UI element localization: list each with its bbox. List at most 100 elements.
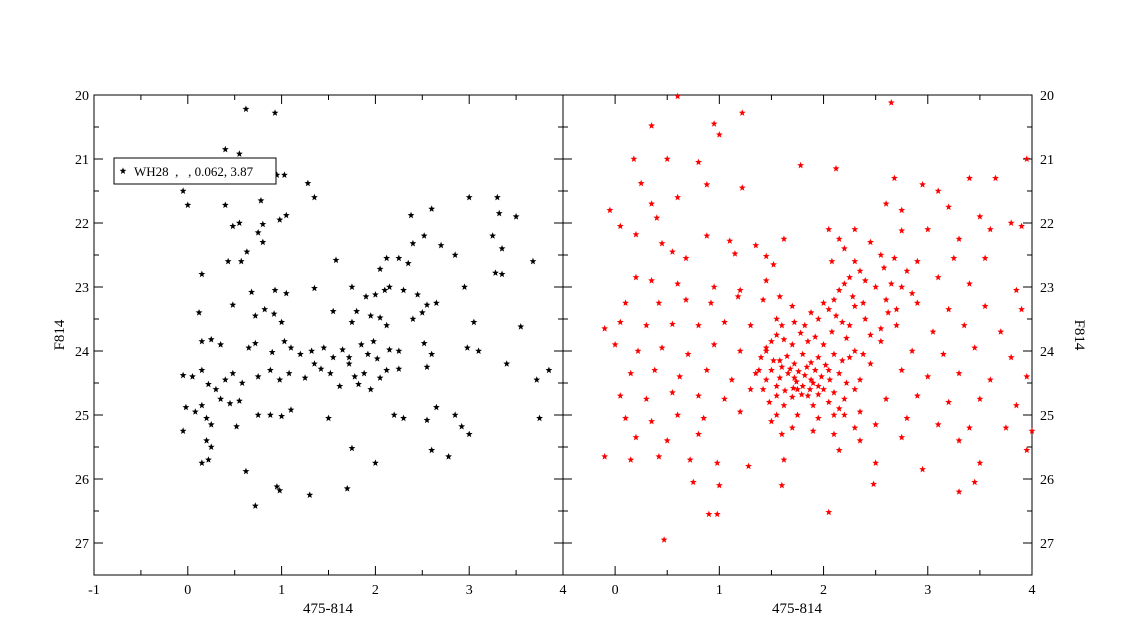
data-point	[870, 480, 877, 488]
data-point	[198, 337, 206, 345]
data-point	[934, 187, 942, 194]
data-point	[198, 459, 206, 466]
data-point	[841, 411, 848, 418]
data-point	[841, 245, 848, 252]
data-point	[934, 273, 942, 281]
data-point	[882, 200, 890, 207]
data-point	[788, 341, 796, 348]
data-point	[248, 288, 255, 296]
data-point	[859, 350, 867, 358]
data-point	[205, 380, 212, 388]
data-point	[332, 256, 340, 264]
data-point	[390, 411, 398, 418]
data-point	[470, 318, 478, 326]
data-point	[806, 385, 814, 393]
data-point	[768, 366, 775, 374]
data-point	[955, 488, 963, 495]
x-tick-label: 2	[820, 583, 827, 598]
data-point	[830, 296, 838, 303]
data-point	[835, 369, 843, 377]
data-point	[179, 427, 187, 434]
data-point	[235, 219, 243, 226]
y-tick-label: 23	[1040, 281, 1054, 296]
data-point	[877, 251, 885, 258]
data-point	[383, 254, 391, 262]
x-tick-label: 1	[278, 583, 285, 598]
data-point	[872, 421, 880, 428]
data-point	[281, 171, 288, 178]
data-point	[536, 414, 543, 422]
data-point	[676, 373, 684, 380]
data-point	[843, 334, 850, 342]
data-point	[278, 318, 285, 326]
left-x-axis-label: 475-814	[303, 601, 353, 617]
data-point	[770, 261, 777, 268]
data-point	[801, 371, 809, 379]
data-point	[669, 320, 676, 328]
data-point	[632, 433, 640, 441]
x-tick-label: 2	[372, 583, 379, 598]
data-point	[418, 309, 426, 316]
data-point	[276, 216, 284, 223]
data-point	[642, 321, 650, 329]
y-tick-label: 24	[1040, 345, 1054, 360]
data-point	[695, 430, 702, 438]
data-point	[271, 109, 279, 116]
data-point	[736, 286, 744, 294]
data-point	[432, 299, 440, 306]
data-point	[731, 250, 739, 257]
data-point	[198, 401, 206, 409]
data-point	[872, 459, 880, 466]
data-point	[703, 181, 711, 188]
data-point	[872, 283, 880, 290]
data-point	[832, 312, 840, 319]
data-point	[517, 323, 525, 330]
data-point	[669, 389, 676, 396]
data-point	[893, 321, 900, 329]
data-point	[814, 353, 822, 361]
y-tick-label: 21	[1040, 153, 1054, 168]
data-point	[903, 414, 911, 422]
data-point	[851, 424, 859, 431]
data-point	[674, 92, 682, 100]
data-point	[1002, 424, 1010, 431]
data-point	[254, 411, 262, 418]
data-point	[404, 259, 412, 267]
data-point	[259, 238, 267, 246]
data-point	[981, 254, 989, 262]
data-point	[838, 357, 846, 364]
x-tick-label: 3	[924, 583, 931, 598]
data-point	[420, 339, 428, 347]
data-point	[825, 225, 833, 233]
data-point	[752, 241, 760, 249]
data-point	[781, 387, 789, 394]
data-point	[780, 401, 788, 409]
data-point	[311, 193, 318, 201]
data-point	[325, 414, 332, 422]
data-point	[658, 344, 666, 351]
data-point	[458, 422, 466, 430]
data-point	[632, 230, 640, 238]
y-tick-label: 23	[75, 281, 89, 296]
data-point	[616, 222, 624, 230]
data-point	[367, 385, 375, 393]
data-point	[856, 267, 864, 274]
data-point	[773, 392, 781, 399]
data-point	[695, 321, 702, 329]
data-point	[395, 254, 403, 262]
data-point	[637, 179, 645, 187]
data-point	[266, 411, 274, 418]
data-point	[251, 339, 259, 347]
data-point	[797, 161, 805, 169]
data-point	[966, 424, 973, 431]
data-point	[818, 373, 825, 380]
data-point	[259, 220, 267, 228]
data-point	[919, 465, 926, 473]
data-point	[759, 385, 767, 393]
data-point	[203, 437, 210, 444]
data-point	[372, 459, 379, 466]
data-point	[703, 232, 711, 239]
x-tick-label: -1	[88, 583, 100, 598]
data-point	[762, 376, 770, 383]
y-tick-label: 20	[75, 89, 89, 104]
